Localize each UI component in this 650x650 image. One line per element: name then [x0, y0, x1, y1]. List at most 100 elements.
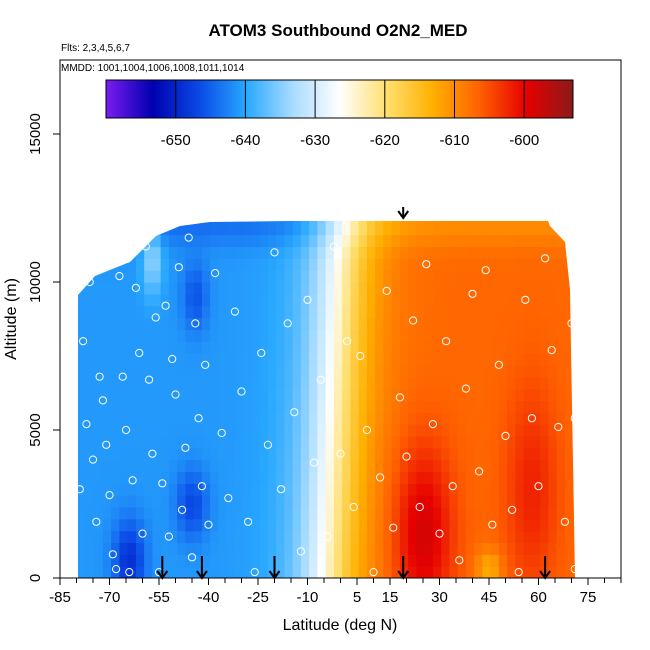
heatmap-cell	[177, 187, 186, 199]
heatmap-cell	[342, 341, 351, 354]
heatmap-cell	[177, 424, 186, 437]
heatmap-cell	[465, 566, 475, 578]
heatmap-cell	[482, 353, 492, 366]
heatmap-cell	[309, 388, 318, 401]
heatmap-cell	[408, 222, 417, 236]
heatmap-cell	[152, 471, 162, 484]
heatmap-cell	[251, 495, 261, 508]
heatmap-cell	[193, 234, 203, 248]
heatmap-cell	[267, 221, 277, 224]
heatmap-cell	[78, 353, 79, 366]
heatmap-cell	[185, 199, 194, 211]
heatmap-cell	[234, 530, 244, 544]
heatmap-cell	[507, 424, 516, 437]
heatmap-cell	[523, 447, 533, 461]
heatmap-cell	[556, 353, 566, 366]
heatmap-cell	[144, 530, 153, 544]
heatmap-cell	[498, 364, 508, 378]
heatmap-cell	[441, 388, 450, 401]
heatmap-cell	[119, 270, 129, 283]
heatmap-cell	[168, 222, 178, 236]
heatmap-cell	[457, 221, 467, 224]
heatmap-cell	[160, 566, 170, 578]
heatmap-cell	[317, 246, 327, 259]
heatmap-cell	[573, 388, 575, 401]
heatmap-cell	[177, 554, 186, 567]
heatmap-cell	[474, 400, 483, 413]
observation-point	[191, 319, 200, 328]
heatmap-cell	[301, 199, 310, 211]
heatmap-cell	[457, 554, 467, 567]
heatmap-cell	[540, 483, 549, 496]
heatmap-cell	[144, 222, 153, 236]
heatmap-cell	[168, 506, 178, 520]
heatmap-cell	[399, 221, 409, 224]
heatmap-cell	[317, 364, 327, 378]
heatmap-cell	[251, 222, 261, 236]
heatmap-cell	[457, 471, 467, 484]
heatmap-cell	[342, 435, 351, 449]
heatmap-cell	[556, 341, 566, 354]
heatmap-cell	[333, 483, 343, 496]
heatmap-cell	[210, 246, 219, 259]
heatmap-cell	[86, 270, 96, 283]
heatmap-cell	[498, 234, 508, 248]
heatmap-cell	[564, 554, 574, 567]
heatmap-cell	[86, 388, 96, 401]
heatmap-cell	[515, 187, 524, 199]
heatmap-cell	[523, 222, 533, 236]
heatmap-cell	[127, 388, 137, 401]
heatmap-cell	[375, 293, 384, 307]
heatmap-cell	[144, 341, 153, 354]
observation-point	[570, 414, 579, 423]
heatmap-cell	[152, 353, 162, 366]
heatmap-cell	[474, 341, 483, 354]
heatmap-cell	[333, 388, 343, 401]
heatmap-cell	[127, 353, 137, 366]
heatmap-cell	[449, 222, 459, 236]
heatmap-cell	[540, 471, 549, 484]
heatmap-cell	[441, 270, 450, 283]
heatmap-cell	[408, 554, 417, 567]
heatmap-cell	[267, 400, 277, 413]
heatmap-cell	[102, 234, 112, 248]
heatmap-cell	[573, 530, 575, 544]
heatmap-cell	[185, 270, 195, 283]
heatmap-cell	[474, 424, 483, 437]
heatmap-cell	[358, 246, 368, 259]
heatmap-cell	[490, 317, 500, 330]
heatmap-cell	[540, 234, 549, 248]
heatmap-cell	[498, 542, 508, 555]
heatmap-cell	[317, 412, 327, 425]
heatmap-cell	[366, 447, 376, 461]
heatmap-cell	[391, 246, 401, 259]
heatmap-cell	[111, 424, 120, 437]
heatmap-cell	[383, 246, 393, 259]
observation-point	[567, 319, 576, 328]
heatmap-cell	[375, 376, 384, 390]
heatmap-cell	[350, 542, 360, 555]
heatmap-cell	[465, 459, 475, 473]
heatmap-cell	[490, 234, 500, 248]
heatmap-cell	[243, 282, 252, 295]
heatmap-cell	[152, 234, 162, 248]
heatmap-cell	[111, 530, 120, 544]
heatmap-cell	[300, 400, 310, 413]
heatmap-cell	[350, 222, 360, 236]
heatmap-cell	[317, 495, 327, 508]
heatmap-cell	[251, 376, 261, 390]
observation-point	[415, 502, 424, 512]
heatmap-cell	[234, 376, 244, 390]
heatmap-cell	[292, 270, 302, 283]
heatmap-cell	[581, 542, 590, 554]
heatmap-cell	[201, 305, 211, 319]
heatmap-cell	[366, 293, 376, 307]
heatmap-cell	[119, 506, 129, 520]
heatmap-cell	[78, 424, 79, 437]
heatmap-cell	[457, 530, 467, 544]
heatmap-cell	[144, 258, 153, 271]
heatmap-cell	[342, 246, 351, 259]
heatmap-cell	[267, 305, 277, 319]
heatmap-cell	[424, 222, 434, 236]
